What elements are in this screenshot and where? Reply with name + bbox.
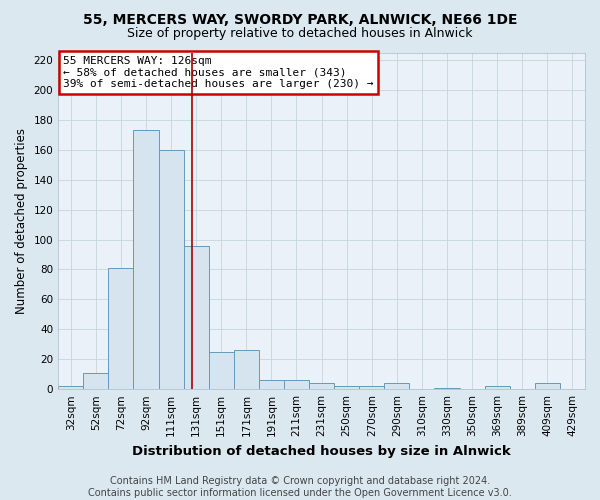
- Bar: [434, 388, 460, 389]
- Bar: [209, 352, 234, 389]
- Bar: [184, 246, 209, 389]
- Bar: [284, 380, 309, 389]
- Bar: [334, 386, 359, 389]
- Bar: [234, 350, 259, 389]
- X-axis label: Distribution of detached houses by size in Alnwick: Distribution of detached houses by size …: [132, 444, 511, 458]
- Bar: [485, 386, 510, 389]
- Bar: [385, 383, 409, 389]
- Bar: [58, 386, 83, 389]
- Bar: [109, 268, 133, 389]
- Text: Contains HM Land Registry data © Crown copyright and database right 2024.
Contai: Contains HM Land Registry data © Crown c…: [88, 476, 512, 498]
- Bar: [158, 150, 184, 389]
- Y-axis label: Number of detached properties: Number of detached properties: [15, 128, 28, 314]
- Text: 55 MERCERS WAY: 126sqm
← 58% of detached houses are smaller (343)
39% of semi-de: 55 MERCERS WAY: 126sqm ← 58% of detached…: [64, 56, 374, 89]
- Bar: [83, 372, 109, 389]
- Text: 55, MERCERS WAY, SWORDY PARK, ALNWICK, NE66 1DE: 55, MERCERS WAY, SWORDY PARK, ALNWICK, N…: [83, 12, 517, 26]
- Bar: [259, 380, 284, 389]
- Text: Size of property relative to detached houses in Alnwick: Size of property relative to detached ho…: [127, 28, 473, 40]
- Bar: [535, 383, 560, 389]
- Bar: [359, 386, 385, 389]
- Bar: [133, 130, 158, 389]
- Bar: [309, 383, 334, 389]
